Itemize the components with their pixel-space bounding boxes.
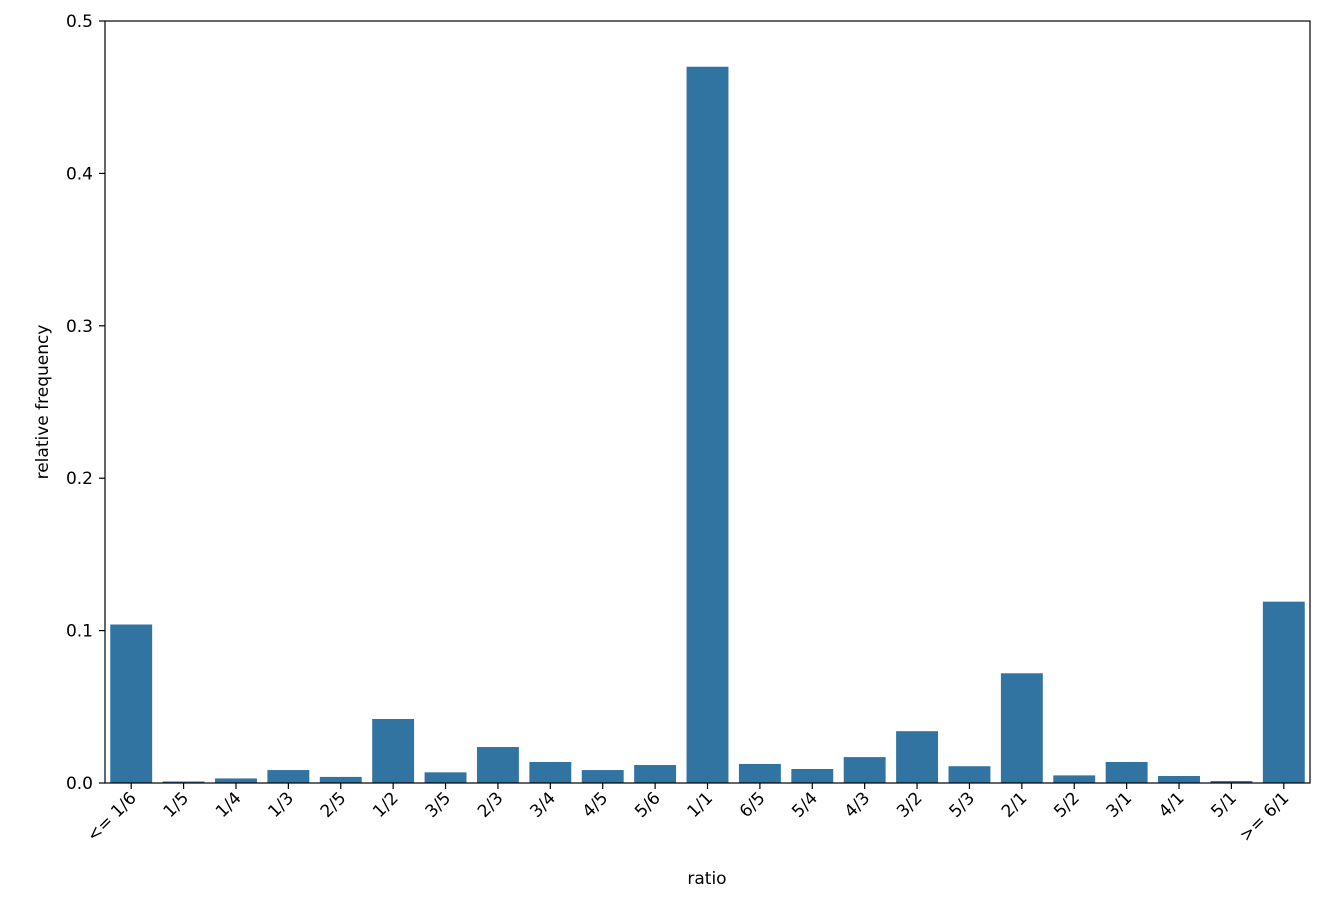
x-tick-label: 1/4 bbox=[212, 788, 245, 821]
x-tick-label: 5/6 bbox=[631, 788, 664, 821]
y-tick-label: 0.0 bbox=[66, 774, 93, 794]
x-tick-label: 3/1 bbox=[1103, 788, 1136, 821]
bar bbox=[1000, 673, 1043, 783]
bar bbox=[581, 770, 624, 783]
y-tick-label: 0.4 bbox=[66, 164, 93, 184]
bar bbox=[843, 757, 886, 783]
x-tick-label: 1/1 bbox=[684, 788, 717, 821]
bar bbox=[529, 761, 572, 783]
bar bbox=[1158, 775, 1200, 783]
bar bbox=[215, 778, 257, 783]
bar bbox=[267, 770, 310, 783]
x-tick-label: <= 1/6 bbox=[83, 788, 140, 845]
x-tick-label: 4/5 bbox=[579, 788, 612, 821]
x-tick-label: 3/4 bbox=[526, 788, 559, 821]
bar bbox=[948, 766, 991, 783]
bar bbox=[424, 772, 467, 783]
bar bbox=[1053, 775, 1096, 783]
x-tick-label: 4/3 bbox=[841, 788, 874, 821]
bar bbox=[1262, 601, 1305, 783]
y-tick-label: 0.2 bbox=[66, 469, 93, 489]
bar bbox=[1105, 761, 1148, 783]
x-tick-label: 1/3 bbox=[264, 788, 297, 821]
y-tick-label: 0.3 bbox=[66, 317, 93, 337]
y-tick-label: 0.5 bbox=[66, 12, 93, 32]
bar bbox=[372, 718, 415, 783]
x-tick-label: 2/1 bbox=[998, 788, 1031, 821]
bar bbox=[319, 776, 362, 783]
bar bbox=[634, 765, 677, 783]
x-tick-label: 1/5 bbox=[160, 788, 193, 821]
bar bbox=[738, 763, 781, 783]
bar bbox=[110, 624, 153, 783]
x-tick-label: >= 6/1 bbox=[1236, 788, 1293, 845]
x-axis-label: ratio bbox=[687, 869, 726, 889]
x-tick-label: 2/5 bbox=[317, 788, 350, 821]
bar bbox=[896, 731, 939, 783]
x-tick-label: 5/1 bbox=[1207, 788, 1240, 821]
x-tick-label: 3/2 bbox=[893, 788, 926, 821]
x-tick-label: 3/5 bbox=[422, 788, 455, 821]
bar bbox=[476, 747, 519, 783]
x-tick-label: 5/4 bbox=[788, 788, 821, 821]
plot-frame bbox=[104, 20, 1311, 784]
y-axis-label: relative frequency bbox=[33, 325, 53, 480]
bar bbox=[791, 768, 834, 783]
x-tick-label: 5/3 bbox=[946, 788, 979, 821]
x-tick-label: 1/2 bbox=[369, 788, 402, 821]
bar bbox=[162, 781, 205, 783]
x-tick-label: 5/2 bbox=[1050, 788, 1083, 821]
y-tick-label: 0.1 bbox=[66, 622, 93, 642]
x-tick-label: 4/1 bbox=[1155, 788, 1188, 821]
x-tick-label: 6/5 bbox=[736, 788, 769, 821]
x-tick-label: 2/3 bbox=[474, 788, 507, 821]
bar bbox=[1210, 781, 1253, 783]
bar bbox=[686, 66, 729, 784]
